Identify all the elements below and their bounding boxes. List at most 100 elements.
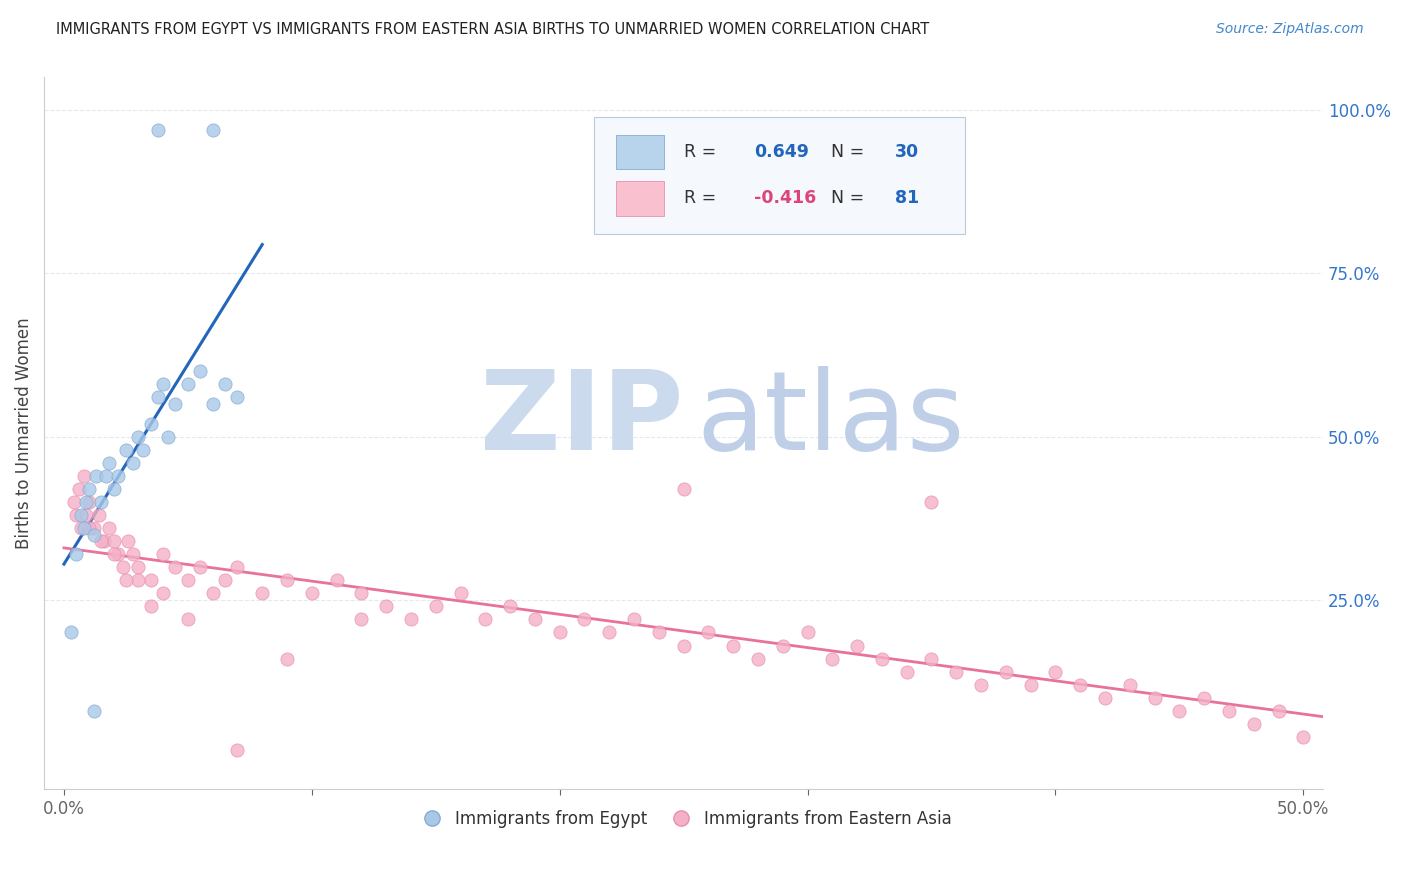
- Point: [399, 612, 422, 626]
- Point: [921, 651, 943, 665]
- Point: [63, 495, 86, 509]
- Point: [201, 586, 224, 600]
- Point: [165, 560, 187, 574]
- Point: [252, 586, 274, 600]
- Point: [139, 417, 162, 431]
- Point: [1143, 690, 1166, 705]
- Point: [226, 391, 249, 405]
- Point: [598, 625, 620, 640]
- Point: [450, 586, 472, 600]
- Point: [132, 442, 155, 457]
- Text: atlas: atlas: [696, 366, 965, 473]
- Point: [112, 560, 135, 574]
- Point: [721, 639, 744, 653]
- Point: [65, 508, 87, 522]
- Point: [523, 612, 546, 626]
- Point: [165, 397, 187, 411]
- Point: [75, 508, 97, 522]
- Point: [821, 651, 844, 665]
- Text: Source: ZipAtlas.com: Source: ZipAtlas.com: [1216, 22, 1364, 37]
- Bar: [616, 181, 665, 216]
- Text: 30: 30: [894, 144, 918, 161]
- Point: [122, 456, 145, 470]
- Point: [152, 547, 174, 561]
- Point: [177, 377, 200, 392]
- Point: [1292, 730, 1315, 744]
- Point: [648, 625, 671, 640]
- Legend: Immigrants from Egypt, Immigrants from Eastern Asia: Immigrants from Egypt, Immigrants from E…: [409, 803, 959, 834]
- Point: [994, 665, 1017, 679]
- Text: -0.416: -0.416: [754, 189, 817, 208]
- Point: [90, 534, 112, 549]
- Point: [226, 560, 249, 574]
- Point: [75, 495, 97, 509]
- Point: [276, 651, 298, 665]
- Point: [1192, 690, 1215, 705]
- Point: [103, 547, 125, 561]
- Point: [1069, 678, 1091, 692]
- Point: [1119, 678, 1142, 692]
- Point: [188, 364, 211, 378]
- Point: [146, 122, 169, 136]
- Point: [127, 574, 149, 588]
- Point: [1218, 704, 1240, 718]
- Point: [1243, 717, 1265, 731]
- Point: [846, 639, 869, 653]
- Point: [697, 625, 720, 640]
- Point: [127, 560, 149, 574]
- Point: [201, 122, 224, 136]
- Point: [1045, 665, 1067, 679]
- Point: [375, 599, 398, 614]
- Point: [73, 521, 96, 535]
- Point: [896, 665, 918, 679]
- Point: [474, 612, 496, 626]
- Point: [146, 391, 169, 405]
- Bar: [616, 135, 665, 169]
- Point: [201, 397, 224, 411]
- Point: [77, 521, 100, 535]
- Point: [945, 665, 967, 679]
- Point: [70, 521, 93, 535]
- Point: [77, 495, 100, 509]
- Point: [796, 625, 818, 640]
- Point: [772, 639, 794, 653]
- Point: [70, 508, 93, 522]
- Point: [970, 678, 993, 692]
- Point: [83, 704, 105, 718]
- Point: [73, 468, 96, 483]
- Text: N =: N =: [831, 189, 869, 208]
- Point: [77, 482, 100, 496]
- Text: IMMIGRANTS FROM EGYPT VS IMMIGRANTS FROM EASTERN ASIA BIRTHS TO UNMARRIED WOMEN : IMMIGRANTS FROM EGYPT VS IMMIGRANTS FROM…: [56, 22, 929, 37]
- Point: [107, 468, 129, 483]
- Point: [97, 456, 120, 470]
- Y-axis label: Births to Unmarried Women: Births to Unmarried Women: [15, 318, 32, 549]
- Point: [499, 599, 522, 614]
- Point: [672, 639, 695, 653]
- Point: [103, 482, 125, 496]
- Point: [226, 743, 249, 757]
- Point: [672, 482, 695, 496]
- Point: [83, 521, 105, 535]
- Point: [97, 521, 120, 535]
- Point: [115, 442, 138, 457]
- Point: [67, 482, 90, 496]
- Point: [325, 574, 347, 588]
- Text: R =: R =: [683, 144, 721, 161]
- FancyBboxPatch shape: [595, 117, 965, 234]
- Point: [152, 377, 174, 392]
- Point: [350, 612, 373, 626]
- Text: ZIP: ZIP: [481, 366, 683, 473]
- Point: [574, 612, 596, 626]
- Point: [127, 429, 149, 443]
- Point: [276, 574, 298, 588]
- Point: [94, 468, 117, 483]
- Point: [65, 547, 87, 561]
- Point: [83, 527, 105, 541]
- Point: [350, 586, 373, 600]
- Point: [177, 612, 200, 626]
- Point: [122, 547, 145, 561]
- Point: [90, 495, 112, 509]
- Text: N =: N =: [831, 144, 869, 161]
- Point: [1094, 690, 1116, 705]
- Point: [188, 560, 211, 574]
